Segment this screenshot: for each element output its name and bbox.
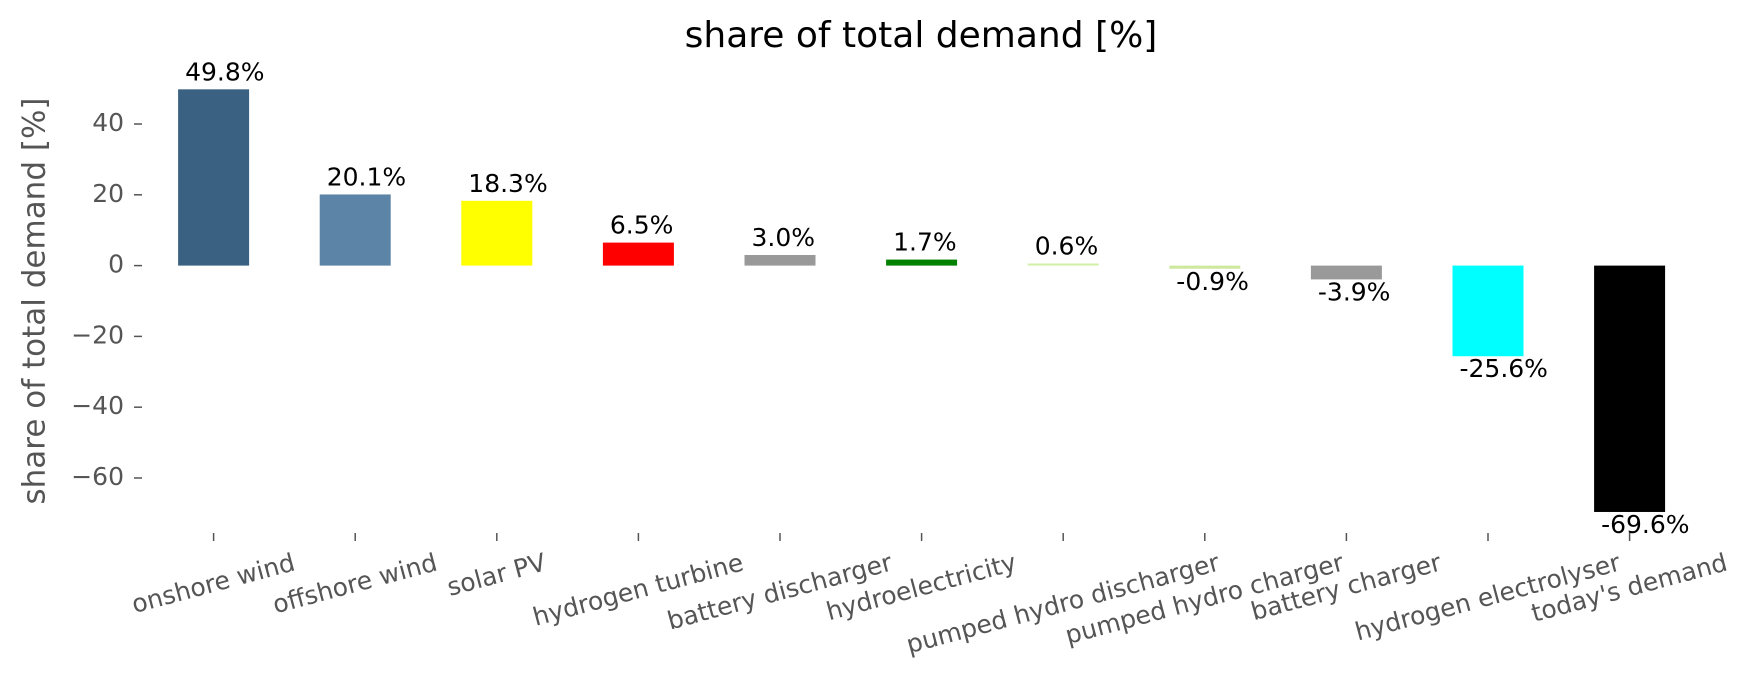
bar bbox=[886, 259, 958, 266]
x-tick-label: solar PV bbox=[444, 548, 549, 602]
y-tick-label: −60 bbox=[71, 462, 124, 491]
value-label: 3.0% bbox=[752, 223, 816, 252]
bar bbox=[1169, 265, 1241, 269]
bar bbox=[178, 89, 250, 266]
y-tick-label: −40 bbox=[71, 391, 124, 420]
value-label: -0.9% bbox=[1176, 267, 1249, 296]
bar bbox=[461, 200, 533, 266]
bar bbox=[744, 254, 816, 266]
bar bbox=[602, 242, 674, 266]
value-label: 1.7% bbox=[893, 228, 957, 257]
value-label: 49.8% bbox=[185, 57, 264, 86]
value-label: 20.1% bbox=[327, 162, 406, 191]
value-label: -69.6% bbox=[1601, 510, 1689, 539]
y-tick-label: 0 bbox=[108, 250, 124, 279]
x-tick-label: onshore wind bbox=[129, 548, 298, 619]
value-label: -3.9% bbox=[1318, 277, 1391, 306]
chart-title: share of total demand [%] bbox=[685, 15, 1158, 56]
bar bbox=[1027, 263, 1099, 266]
y-tick-label: 20 bbox=[92, 179, 124, 208]
value-label: -25.6% bbox=[1460, 354, 1548, 383]
value-label: 0.6% bbox=[1035, 231, 1099, 260]
x-tick-label: offshore wind bbox=[270, 548, 441, 620]
value-label: 18.3% bbox=[468, 169, 547, 198]
y-tick-label: 40 bbox=[92, 108, 124, 137]
y-axis-label: share of total demand [%] bbox=[17, 97, 53, 504]
value-label: 6.5% bbox=[610, 211, 674, 240]
bar bbox=[1594, 265, 1666, 512]
bar bbox=[1310, 265, 1382, 280]
y-tick-label: −20 bbox=[71, 320, 124, 349]
bar bbox=[319, 194, 391, 266]
bar bbox=[1452, 265, 1524, 357]
